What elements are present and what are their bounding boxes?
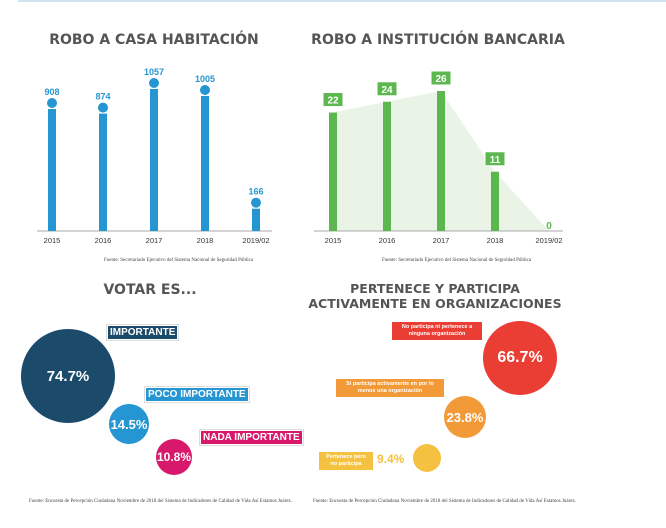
source-banco: Fuente: Secretariado Ejecutivo del Siste…	[382, 258, 532, 263]
data-label-box	[430, 70, 452, 86]
bar	[201, 95, 209, 231]
label-poco-importante: POCO IMPORTANTE	[145, 387, 249, 402]
bar	[48, 109, 56, 231]
bar	[383, 101, 391, 232]
bar	[329, 112, 337, 231]
data-label: 11	[490, 155, 501, 166]
label-nada-importante: NADA IMPORTANTE	[200, 430, 303, 445]
source-organizaciones: Fuente: Encuesta de Percepción Ciudadana…	[312, 499, 576, 504]
label-importante: IMPORTANTE	[107, 325, 179, 340]
bar-dot	[251, 197, 261, 208]
data-label-box	[376, 81, 398, 97]
tick-label: 2015	[44, 236, 61, 245]
label-pertenece: Pertenece pero no participa	[319, 452, 373, 470]
chart-title-organizaciones: PERTENECE Y PARTICIPA ACTIVAMENTE EN ORG…	[308, 281, 562, 311]
source-votar: Fuente: Encuesta de Percepción Ciudadana…	[28, 499, 292, 504]
tick-label: 2017	[146, 236, 163, 245]
bar	[252, 208, 260, 231]
data-label: 22	[327, 96, 339, 107]
chart-title-votar: VOTAR ES...	[103, 282, 197, 298]
tick-label: 2019/02	[242, 236, 269, 245]
data-label: 26	[435, 74, 447, 85]
bubble-importante: 74.7%	[21, 329, 115, 423]
value-pertenece: 9.4%	[377, 452, 405, 466]
bar-dot	[200, 84, 210, 95]
data-label: 1057	[144, 67, 164, 77]
bubble-pertenece	[413, 444, 441, 472]
tick-label: 2015	[325, 236, 342, 245]
tick-label: 2018	[487, 236, 504, 245]
label-si-participa: Si participa activamente en por lo menos…	[336, 379, 444, 397]
source-casa: Fuente: Secretariado Ejecutivo del Siste…	[104, 258, 254, 263]
tick-label: 2019/02	[535, 236, 562, 245]
bar-dot	[47, 98, 57, 109]
bar	[150, 89, 158, 231]
bubble-no-participa: 66.7%	[483, 321, 557, 395]
bubble-nada-importante: 10.8%	[156, 439, 192, 475]
data-label-box	[322, 92, 344, 108]
bar-charts: 908 2015 874 2016 1057 2017 1005 2018 166 2019/02…	[37, 67, 563, 245]
bubble-poco-importante: 14.5%	[109, 404, 149, 444]
bubble-si-participa: 23.8%	[444, 396, 486, 438]
bar	[437, 91, 445, 231]
data-label: 874	[95, 92, 110, 102]
bar	[491, 171, 499, 231]
chart-title-banco: ROBO A INSTITUCIÓN BANCARIA	[311, 32, 565, 48]
data-label: 1005	[195, 74, 215, 84]
tick-label: 2018	[197, 236, 214, 245]
bar	[99, 113, 107, 231]
data-label: 24	[381, 85, 393, 96]
chart-title-casa: ROBO A CASA HABITACIÓN	[49, 32, 259, 48]
data-label: 908	[44, 87, 59, 97]
data-label: 166	[248, 187, 263, 197]
data-label-box	[484, 151, 506, 167]
label-no-participa: No participa ni pertenece a ninguna orga…	[392, 322, 482, 340]
top-divider	[18, 0, 666, 2]
tick-label: 2016	[379, 236, 396, 245]
data-label: 0	[546, 221, 552, 232]
tick-label: 2016	[95, 236, 112, 245]
tick-label: 2017	[433, 236, 450, 245]
bar-dot	[98, 102, 108, 113]
bar-dot	[149, 78, 159, 88]
